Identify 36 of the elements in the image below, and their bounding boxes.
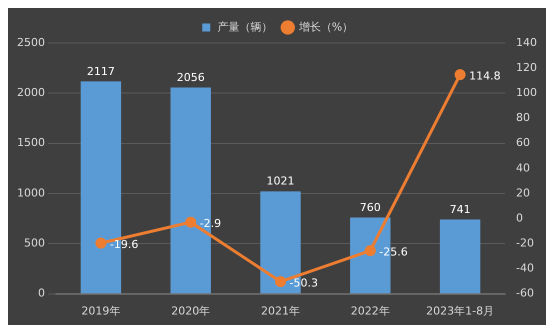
x-tick-label: 2019年 <box>81 304 120 318</box>
y2-tick-label: 60 <box>516 136 530 150</box>
y2-tick-label: 120 <box>516 60 538 74</box>
legend-label: 产量（辆） <box>217 20 272 34</box>
point <box>185 216 196 228</box>
data-label: 1021 <box>266 174 294 188</box>
data-label: 741 <box>450 202 471 216</box>
point <box>95 238 106 249</box>
data-label: 2056 <box>176 70 205 84</box>
y2-tick-label: -60 <box>516 286 534 300</box>
y-tick-label: 500 <box>24 236 45 250</box>
y2-tick-label: 40 <box>516 161 530 174</box>
y-tick-label: 1500 <box>16 136 45 150</box>
x-tick-label: 2020年 <box>171 304 210 318</box>
x-tick-label: 2023年1-8月 <box>426 304 494 318</box>
y2-tick-label: 140 <box>516 36 538 49</box>
x-tick-label: 2021年 <box>261 304 300 318</box>
y-tick-label: 2000 <box>16 86 45 100</box>
data-label: 2117 <box>86 64 115 78</box>
point <box>454 69 466 80</box>
data-label: 114.8 <box>469 69 501 82</box>
y-tick-label: 1000 <box>16 186 45 200</box>
legend-label: 增长（%） <box>298 20 354 34</box>
y2-tick-label: -20 <box>516 236 534 250</box>
y-tick-label: 0 <box>38 286 45 300</box>
point <box>275 276 286 288</box>
bar <box>440 219 480 294</box>
point <box>364 245 376 256</box>
y2-tick-label: 0 <box>516 211 524 224</box>
y2-tick-label: 100 <box>516 86 538 100</box>
y2-tick-label: 80 <box>516 111 530 124</box>
y-tick-label: 2500 <box>16 36 45 49</box>
data-label: 760 <box>360 200 381 214</box>
y2-tick-label: -40 <box>516 262 534 275</box>
x-tick-label: 2022年 <box>350 304 390 318</box>
y2-tick-label: 20 <box>516 186 530 200</box>
